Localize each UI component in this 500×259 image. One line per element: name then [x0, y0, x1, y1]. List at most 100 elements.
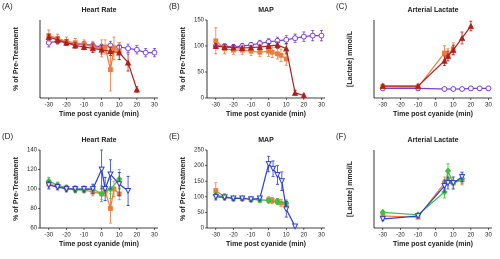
- y-tick-label: 250: [194, 148, 205, 154]
- x-tick-label: -20: [229, 233, 238, 239]
- x-tick-label: 20: [301, 103, 308, 109]
- panel-title: Heart Rate: [81, 137, 116, 144]
- y-tick-label: 100: [194, 194, 205, 200]
- y-tick-label: 200: [194, 163, 205, 169]
- panel-title: MAP: [258, 137, 274, 144]
- marker: [467, 85, 474, 92]
- marker: [230, 44, 237, 51]
- x-axis-label: Time post cyanide (min): [393, 111, 473, 118]
- x-tick-label: -10: [414, 103, 423, 109]
- marker: [54, 184, 61, 191]
- y-tick-label: 50: [197, 70, 204, 76]
- marker: [458, 34, 466, 41]
- marker: [441, 183, 448, 190]
- y-axis-label: % of Pre-Treatment: [180, 156, 187, 220]
- y-tick-label: 140: [27, 148, 38, 154]
- marker: [256, 195, 264, 202]
- marker: [265, 196, 272, 205]
- x-tick-label: -10: [247, 103, 256, 109]
- marker: [239, 44, 246, 51]
- marker: [151, 49, 158, 56]
- x-axis-label: Time post cyanide (min): [59, 111, 139, 118]
- x-tick-label: 10: [116, 103, 123, 109]
- y-tick-label: 50: [197, 210, 204, 216]
- marker: [133, 85, 141, 93]
- panel-label: (F): [336, 132, 347, 141]
- marker: [265, 42, 272, 49]
- marker: [278, 178, 286, 185]
- y-tick-label: 80: [30, 206, 37, 212]
- marker: [257, 49, 263, 55]
- marker: [111, 186, 117, 192]
- marker: [221, 43, 228, 50]
- y-tick-label: 150: [194, 18, 205, 24]
- x-tick-label: 30: [151, 233, 158, 239]
- y-axis-label: [Lactate] mmol/L: [347, 30, 354, 87]
- marker: [459, 86, 465, 92]
- x-tick-label: 30: [318, 233, 325, 239]
- y-axis-label: % of Pre-Treatment: [13, 156, 20, 220]
- x-tick-label: -10: [80, 103, 89, 109]
- marker: [98, 166, 105, 174]
- x-tick-label: 0: [267, 103, 271, 109]
- marker: [142, 49, 149, 56]
- marker: [275, 51, 280, 57]
- x-axis-label: Time post cyanide (min): [393, 241, 473, 248]
- marker: [379, 82, 387, 89]
- panel-label: (E): [169, 132, 180, 141]
- marker: [318, 32, 325, 39]
- marker: [247, 44, 255, 51]
- marker: [108, 206, 113, 211]
- panel-title: MAP: [258, 7, 274, 14]
- marker: [300, 33, 307, 40]
- x-tick-label: 20: [468, 103, 475, 109]
- x-tick-label: -30: [211, 103, 220, 109]
- marker: [125, 45, 131, 52]
- panel-title: Heart Rate: [81, 7, 116, 14]
- marker: [248, 48, 254, 54]
- marker: [111, 45, 117, 51]
- marker: [108, 67, 113, 73]
- marker: [278, 200, 284, 206]
- x-tick-label: 10: [450, 103, 457, 109]
- marker: [300, 91, 308, 99]
- marker: [292, 35, 298, 42]
- marker: [45, 182, 53, 189]
- series-line: [215, 162, 296, 227]
- marker: [283, 45, 290, 52]
- marker: [441, 86, 448, 92]
- x-tick-label: -10: [414, 233, 423, 239]
- x-tick-label: 20: [468, 233, 475, 239]
- marker: [89, 44, 97, 52]
- marker: [63, 186, 70, 193]
- marker: [283, 206, 290, 213]
- x-tick-label: 0: [267, 233, 271, 239]
- marker: [414, 213, 422, 220]
- x-tick-label: 0: [100, 103, 104, 109]
- x-tick-label: -20: [396, 103, 405, 109]
- x-tick-label: -30: [378, 103, 387, 109]
- marker: [265, 161, 272, 168]
- x-tick-label: 0: [100, 233, 104, 239]
- x-tick-label: -10: [247, 233, 256, 239]
- y-axis-label: % of Pre-Treatment: [180, 26, 187, 90]
- x-tick-label: -30: [44, 233, 53, 239]
- marker: [98, 190, 105, 198]
- marker: [98, 46, 105, 53]
- marker: [256, 43, 264, 50]
- x-tick-label: 20: [134, 103, 141, 109]
- x-tick-label: 10: [283, 233, 290, 239]
- y-tick-label: 150: [194, 179, 205, 185]
- marker: [101, 186, 109, 193]
- marker: [283, 56, 289, 62]
- marker: [269, 165, 277, 173]
- marker: [213, 38, 219, 44]
- marker: [450, 46, 457, 53]
- marker: [124, 59, 132, 66]
- marker: [274, 197, 281, 206]
- marker: [283, 36, 290, 43]
- marker: [274, 41, 281, 48]
- marker: [278, 52, 284, 58]
- x-tick-label: -20: [396, 233, 405, 239]
- marker: [247, 196, 255, 203]
